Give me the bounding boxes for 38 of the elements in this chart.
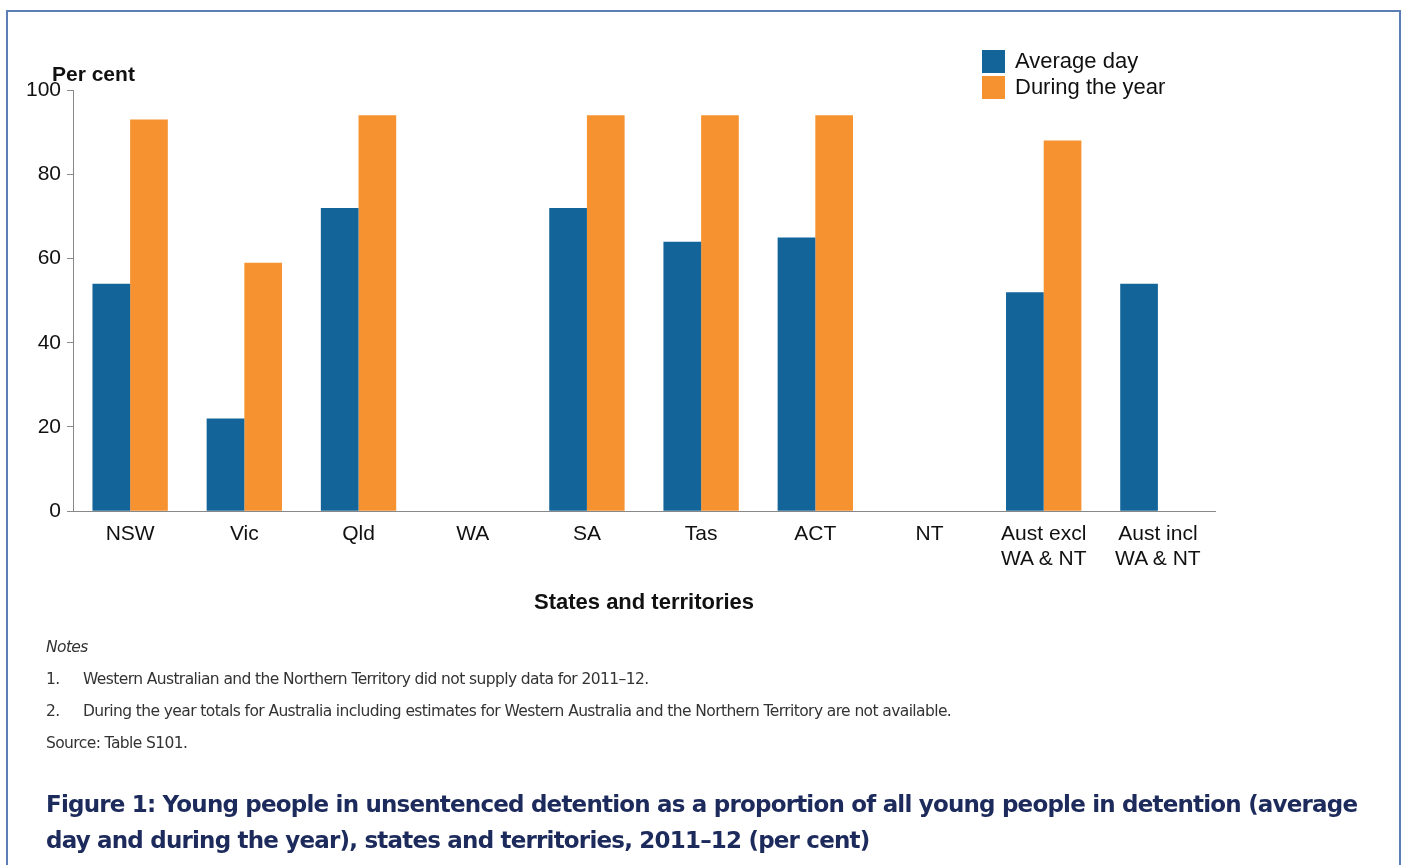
bar <box>320 207 359 511</box>
x-tick-label: NT <box>915 520 944 544</box>
x-tick-label: Aust excl WA & NT <box>1000 520 1087 569</box>
x-tick-label: Qld <box>342 520 375 544</box>
y-tick-label: 20 <box>37 413 62 437</box>
bar <box>663 241 702 511</box>
x-tick-label: Vic <box>229 520 259 544</box>
bar <box>549 207 587 511</box>
x-tick-label: WA <box>456 520 490 544</box>
y-tick-label: 0 <box>49 498 62 521</box>
text: Notes <box>46 638 89 658</box>
text: 2. During the year totals for Australia including estimates for Western Australia and the Northern Territory are not available. <box>46 702 952 720</box>
text: 1. Western Australian and the Northern Territory did not supply data for 2011–12. <box>46 670 649 688</box>
bar <box>244 262 283 511</box>
x-tick-label: Tas <box>684 520 718 544</box>
bar <box>92 283 131 511</box>
text: Figure 1: Young people in unsentenced detention as a proportion of all young people in detention (average day and during the year), states and territories, 2011–12 (per cent) <box>46 790 1359 855</box>
bar <box>701 115 739 511</box>
y-tick-label: 40 <box>37 329 62 353</box>
y-tick-label: 60 <box>37 245 62 269</box>
x-axis-title: States and territories <box>533 588 755 614</box>
x-tick-label: SA <box>572 520 601 544</box>
bar <box>206 418 245 511</box>
legend-label: Average day <box>1014 48 1140 74</box>
y-tick-label: 80 <box>37 161 62 185</box>
bar <box>358 115 397 511</box>
bar <box>815 115 853 511</box>
x-tick-label: NSW <box>105 520 155 544</box>
bar <box>777 237 816 511</box>
source-note: Source: Table S101. <box>46 734 189 754</box>
bar <box>1006 292 1044 511</box>
bar <box>1120 283 1158 511</box>
bar <box>130 119 168 511</box>
legend-label: During the year <box>1014 74 1166 100</box>
bar <box>586 115 625 511</box>
x-tick-label: ACT <box>794 520 837 544</box>
bar <box>1043 140 1082 511</box>
x-tick-label: Aust incl WA & NT <box>1115 520 1201 569</box>
